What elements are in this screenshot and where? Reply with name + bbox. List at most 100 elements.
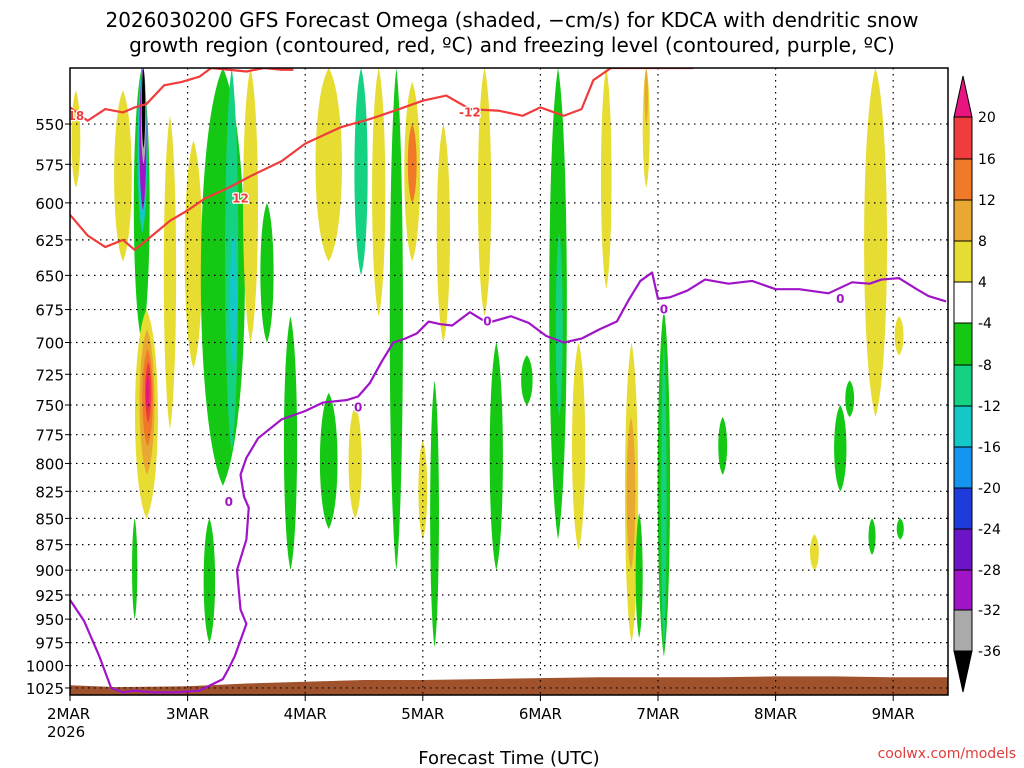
contour-label: 0 [836, 292, 844, 306]
omega-patch [200, 68, 245, 486]
omega-patch [418, 440, 428, 540]
omega-patch [521, 355, 533, 405]
y-tick-label: 825 [35, 483, 64, 501]
colorbar-label: -4 [978, 316, 992, 332]
omega-patch [555, 232, 563, 417]
colorbar-band [953, 487, 973, 530]
colorbar-label: -12 [978, 399, 1001, 415]
omega-patch [71, 90, 81, 188]
omega-patch [389, 68, 403, 571]
omega-patch [354, 68, 368, 276]
y-tick-label: 875 [35, 537, 64, 555]
omega-patch [141, 68, 146, 149]
omega-patch [243, 68, 259, 343]
y-tick-label: 675 [35, 302, 64, 320]
y-tick-label: 750 [35, 397, 64, 415]
colorbar-label: -20 [978, 481, 1001, 497]
colorbar-band [953, 528, 973, 571]
contour-line [70, 68, 294, 122]
colorbar-bottom-arrow [953, 650, 973, 693]
contour-label: 0 [660, 303, 668, 317]
colorbar-label: -32 [978, 603, 1001, 619]
omega-patch [626, 416, 636, 571]
contour-label: 18 [68, 109, 85, 123]
y-tick-label: 900 [35, 562, 64, 580]
credit-text: coolwx.com/models [878, 746, 1016, 762]
contour-label: 0 [354, 400, 362, 414]
y-tick-label: 700 [35, 335, 64, 353]
colorbar-band [953, 405, 973, 448]
colorbar-band [953, 609, 973, 652]
x-tick-label: 2MAR [47, 705, 90, 723]
colorbar-top-arrow [953, 75, 973, 118]
colorbar-band [953, 569, 973, 611]
colorbar-label: -36 [978, 644, 1001, 660]
colorbar-band [953, 240, 973, 283]
y-tick-label: 1025 [26, 680, 64, 698]
omega-patch [661, 342, 667, 652]
colorbar-label: 12 [978, 193, 996, 209]
y-tick-label: 850 [35, 510, 64, 528]
y-tick-label: 925 [35, 587, 64, 605]
grid [70, 68, 948, 695]
colorbar-label: 20 [978, 110, 996, 126]
y-tick-label: 975 [35, 635, 64, 653]
omega-patch [283, 316, 298, 571]
omega-patch [477, 68, 492, 317]
y-tick-label: 650 [35, 267, 64, 285]
omega-patch [600, 68, 612, 290]
x-tick-label: 6MAR [519, 705, 562, 723]
plot-frame [69, 67, 949, 696]
omega-patch [845, 380, 855, 417]
omega-shading [71, 68, 904, 657]
y-tick-label: 625 [35, 232, 64, 250]
omega-patch [809, 534, 819, 571]
omega-patch [718, 416, 728, 475]
omega-patch [319, 392, 338, 529]
x-axis-title: Forecast Time (UTC) [418, 748, 599, 768]
chart-title: 2026030200 GFS Forecast Omega (shaded, −… [105, 8, 918, 57]
y-tick-label: 775 [35, 427, 64, 445]
colorbar-label: -16 [978, 440, 1001, 456]
colorbar-band [953, 281, 973, 324]
y-tick-label: 800 [35, 455, 64, 473]
omega-patch [894, 316, 904, 356]
colorbar-band [953, 158, 973, 201]
omega-patch [644, 68, 649, 125]
y-tick-label: 550 [35, 116, 64, 134]
omega-patch [864, 68, 888, 417]
colorbar-label: 4 [978, 275, 987, 291]
contours: 18 12 -12 0 0 0 0 0 [68, 68, 947, 694]
x-tick-label: 7MAR [636, 705, 679, 723]
title-line-1: 2026030200 GFS Forecast Omega (shaded, −… [105, 8, 918, 32]
omega-patch [184, 140, 203, 369]
colorbar-label: -24 [978, 522, 1001, 538]
x-tick-label: 5MAR [401, 705, 444, 723]
terrain-area [70, 676, 948, 695]
contour-label: 0 [225, 495, 233, 509]
y-tick-label: 725 [35, 366, 64, 384]
colorbar-band [953, 116, 973, 160]
colorbar-band [953, 364, 973, 407]
omega-patch [145, 374, 150, 412]
omega-patch [430, 380, 439, 648]
contour-label: -12 [459, 105, 481, 119]
contour-label: 12 [232, 191, 249, 205]
omega-patch [642, 68, 650, 188]
omega-patch [114, 90, 132, 262]
colorbar-label: 8 [978, 234, 987, 250]
colorbar-label: -8 [978, 358, 992, 374]
colorbar-label: 16 [978, 152, 996, 168]
omega-patch [163, 115, 177, 429]
y-tick-label: 950 [35, 611, 64, 629]
colorbar-band [953, 446, 973, 489]
terrain-fill [70, 676, 948, 695]
omega-patch [436, 124, 450, 343]
x-tick-label: 9MAR [872, 705, 915, 723]
y-tick-label: 600 [35, 195, 64, 213]
title-line-2: growth region (contoured, red, ºC) and f… [129, 33, 895, 57]
omega-patch [407, 124, 417, 203]
omega-patch [572, 342, 586, 550]
